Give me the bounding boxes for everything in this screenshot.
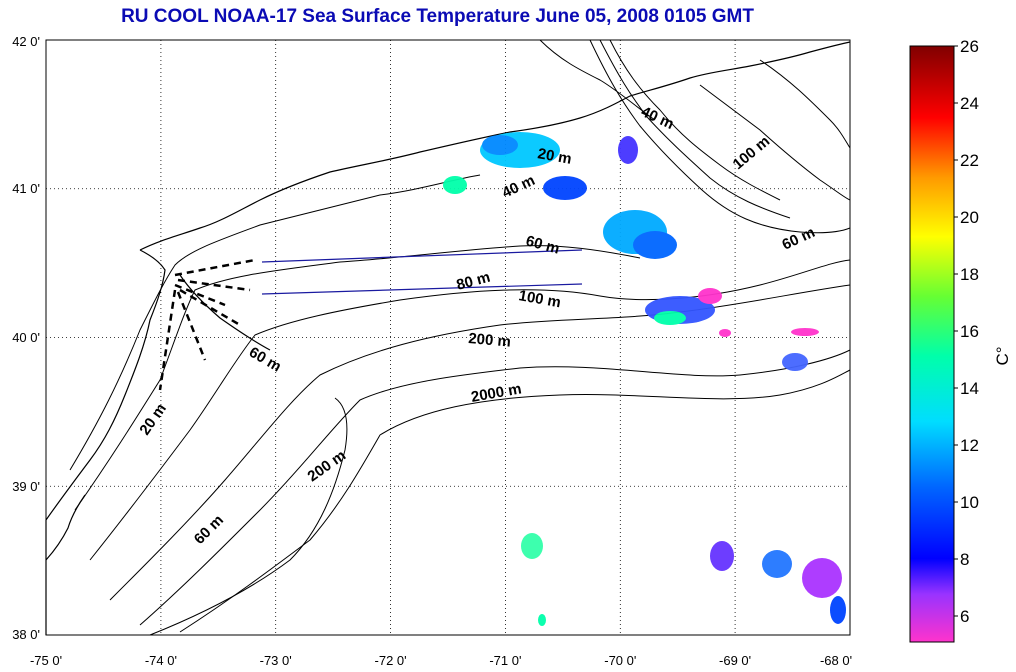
y-tick-label: 38 0' <box>12 627 40 642</box>
coastline <box>45 41 851 635</box>
x-tick-label: -68 0' <box>820 653 852 668</box>
contour-label-200m-central: 200 m <box>468 330 512 351</box>
colorbar-tick: 20 <box>960 208 979 227</box>
colorbar-tick: 16 <box>960 322 979 341</box>
canyon-markers <box>158 258 256 391</box>
colorbar-tick: 24 <box>960 94 979 113</box>
sst-patches <box>443 132 846 626</box>
x-tick-label: -72 0' <box>375 653 407 668</box>
y-tick-label: 39 0' <box>12 479 40 494</box>
colorbar-tick: 22 <box>960 151 979 170</box>
x-tick-label: -73 0' <box>260 653 292 668</box>
x-tick-label: -75 0' <box>30 653 62 668</box>
colorbar-tick: 8 <box>960 550 969 569</box>
colorbar-gradient <box>909 45 955 643</box>
x-tick-label: -70 0' <box>604 653 636 668</box>
colorbar-unit-label: C° <box>993 346 1012 365</box>
y-tick-label: 40 0' <box>12 330 40 345</box>
colorbar-tick: 26 <box>960 37 979 56</box>
map-frame <box>45 39 851 636</box>
colorbar: 26 24 22 20 18 16 14 12 10 8 6 C° <box>909 37 1012 643</box>
x-tick-label: -74 0' <box>145 653 177 668</box>
y-tick-label: 41 0' <box>12 181 40 196</box>
contour-label-20m-north: 20 m <box>536 145 573 168</box>
x-tick-label: -69 0' <box>719 653 751 668</box>
colorbar-tick: 12 <box>960 436 979 455</box>
colorbar-tick: 14 <box>960 379 979 398</box>
colorbar-tick: 6 <box>960 607 969 626</box>
transect-lines <box>261 249 583 295</box>
colorbar-tick: 10 <box>960 493 979 512</box>
map-title: RU COOL NOAA-17 Sea Surface Temperature … <box>121 6 754 27</box>
x-axis-labels: -75 0' -74 0' -73 0' -72 0' -71 0' -70 0… <box>30 653 852 668</box>
x-tick-label: -71 0' <box>489 653 521 668</box>
y-tick-label: 42 0' <box>12 34 40 49</box>
colorbar-tick: 18 <box>960 265 979 284</box>
y-axis-labels: 42 0' 41 0' 40 0' 39 0' 38 0' <box>12 34 40 642</box>
